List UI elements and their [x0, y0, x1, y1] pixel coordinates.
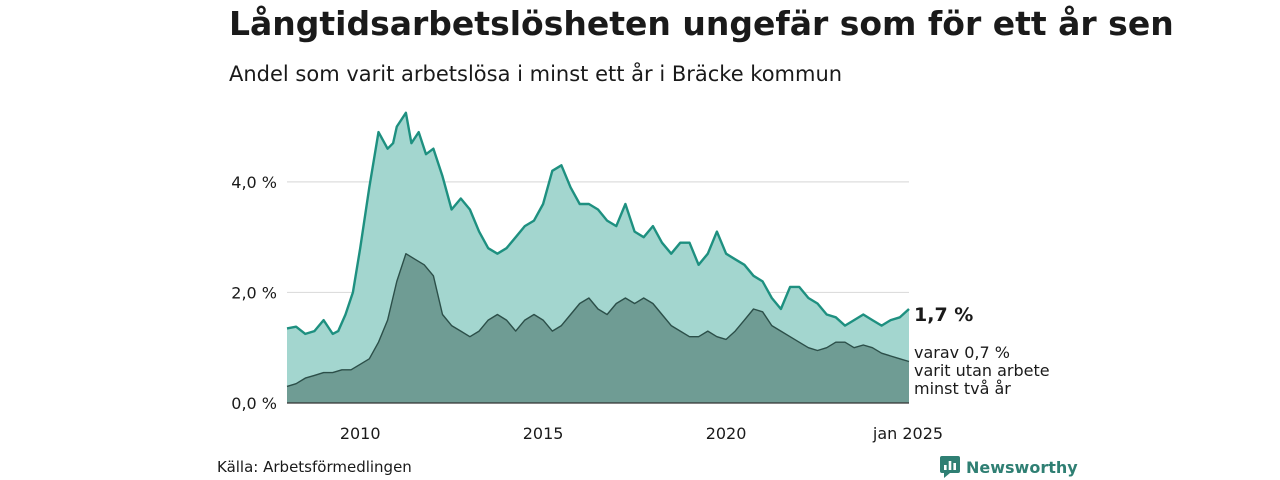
- end-label-main: 1,7 %: [914, 304, 973, 326]
- end-label-sub-line: varit utan arbete: [914, 361, 1050, 380]
- newsworthy-logo-icon: [940, 456, 960, 478]
- end-label-sub-line: minst två år: [914, 379, 1011, 398]
- end-label-sub-line: varav 0,7 %: [914, 343, 1010, 362]
- x-tick-label: 2015: [523, 424, 564, 443]
- x-tick-label: 2010: [340, 424, 381, 443]
- page-subtitle: Andel som varit arbetslösa i minst ett å…: [229, 62, 843, 86]
- source-note: Källa: Arbetsförmedlingen: [217, 458, 412, 476]
- x-tick-label: 2020: [706, 424, 747, 443]
- y-tick-label: 2,0 %: [231, 283, 277, 302]
- y-tick-label: 0,0 %: [231, 394, 277, 413]
- series-two-years-line: [286, 253, 910, 388]
- y-tick-label: 4,0 %: [231, 173, 277, 192]
- x-tick-label: jan 2025: [872, 424, 943, 443]
- page-title: Långtidsarbetslösheten ungefär som för e…: [229, 4, 1174, 43]
- brand-name: Newsworthy: [966, 457, 1078, 477]
- area-layer: [286, 111, 910, 404]
- series-long-term-line: [286, 111, 910, 336]
- series-two-years-area: [287, 253, 909, 403]
- brand-logo[interactable]: Newsworthy: [940, 456, 1078, 478]
- axis-labels: 0,0 % 2,0 % 4,0 % 2010 2015 2020 jan 2025: [231, 173, 943, 443]
